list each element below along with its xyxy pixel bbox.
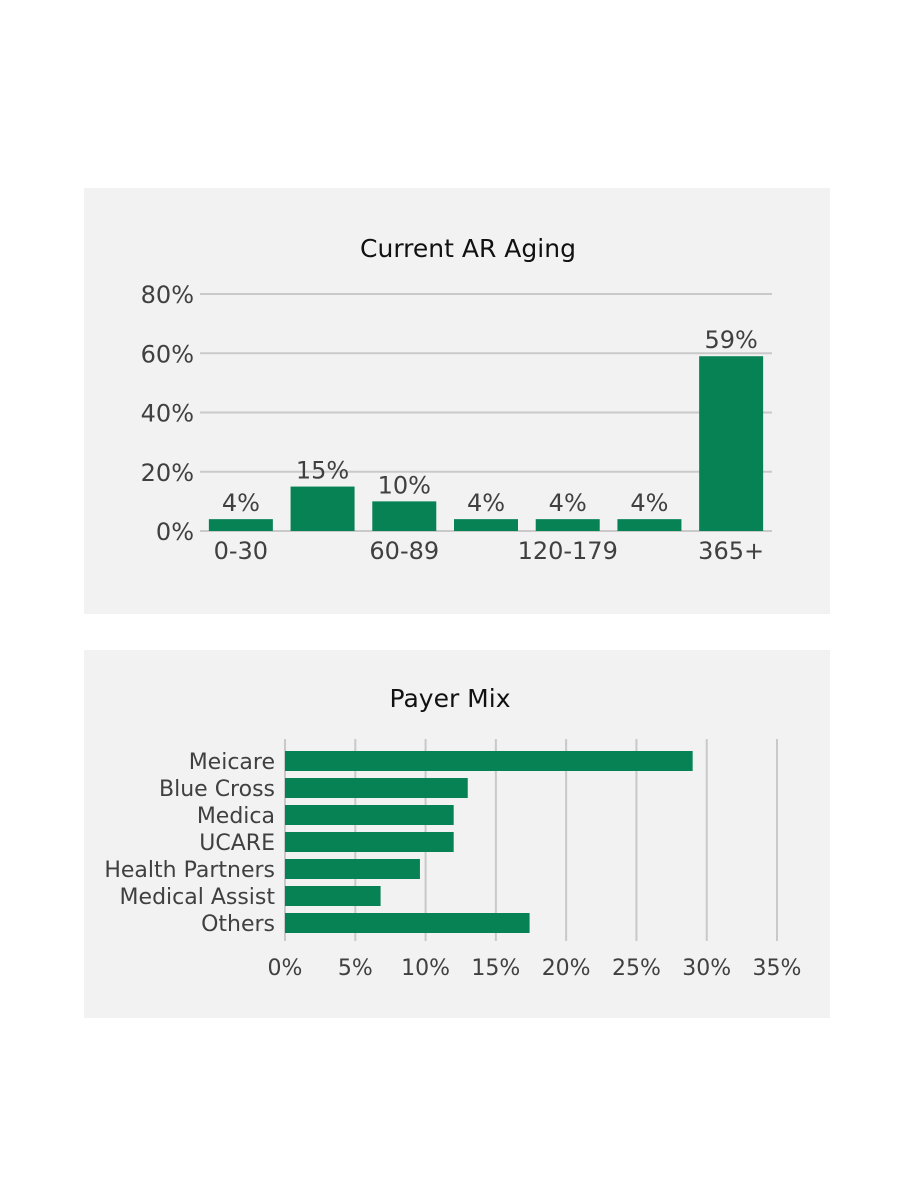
data-label: 15% (296, 457, 349, 485)
x-tick-label: 30% (682, 956, 731, 981)
y-tick-label: 80% (141, 281, 194, 309)
data-label: 4% (467, 489, 505, 517)
y-tick-label: 0% (156, 518, 194, 546)
x-tick-label: 0% (268, 956, 303, 981)
y-tick-label: Medical Assist (120, 885, 276, 910)
chart-title: Payer Mix (390, 684, 511, 713)
bar (699, 356, 764, 531)
y-tick-label: Others (201, 912, 275, 937)
x-tick-label: 20% (542, 956, 591, 981)
data-label: 4% (630, 489, 668, 517)
x-tick-label: 15% (471, 956, 520, 981)
bar (285, 805, 454, 825)
x-tick-label: 5% (338, 956, 373, 981)
x-tick-label: 0-30 (214, 537, 268, 565)
bar (290, 486, 355, 531)
bar (285, 778, 468, 798)
x-tick-label: 35% (753, 956, 802, 981)
y-tick-label: 20% (141, 459, 194, 487)
data-label: 59% (704, 326, 757, 354)
y-tick-label: 60% (141, 340, 194, 368)
x-tick-label: 365+ (698, 537, 764, 565)
ar-aging-chart-panel: Current AR Aging 0% 20% 40% 60% 80% 4% 15% 10%… (84, 188, 830, 614)
x-tick-label: 10% (401, 956, 450, 981)
bar (285, 859, 420, 879)
bar (285, 751, 693, 771)
bar (617, 519, 682, 531)
data-label: 4% (549, 489, 587, 517)
bar (372, 501, 437, 531)
bar (285, 832, 454, 852)
x-tick-label: 120-179 (518, 537, 618, 565)
x-tick-label: 25% (612, 956, 661, 981)
x-tick-label: 60-89 (369, 537, 439, 565)
payer-mix-chart-panel: Payer Mix Meicare Blue Cross Medica UCARE He… (84, 650, 830, 1018)
chart-title: Current AR Aging (360, 234, 576, 263)
bar (208, 519, 273, 531)
y-tick-label: Meicare (189, 750, 275, 775)
bar (285, 886, 381, 906)
bar (535, 519, 600, 531)
data-label: 10% (378, 471, 431, 499)
y-tick-label: 40% (141, 400, 194, 428)
bar (454, 519, 518, 531)
y-tick-label: Medica (197, 804, 275, 829)
y-tick-label: Health Partners (104, 858, 275, 883)
data-label: 4% (222, 489, 260, 517)
ar-aging-chart: Current AR Aging 0% 20% 40% 60% 80% 4% 15% 10%… (141, 234, 772, 565)
bar (285, 913, 530, 933)
y-tick-label: Blue Cross (159, 777, 275, 802)
y-tick-label: UCARE (199, 831, 275, 856)
